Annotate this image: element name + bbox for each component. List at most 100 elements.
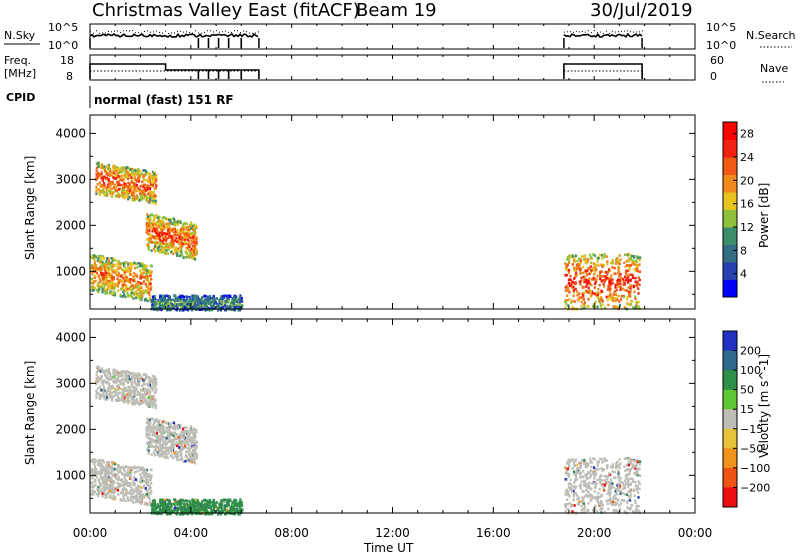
power-echo	[192, 302, 195, 305]
power-echo	[634, 295, 637, 299]
power-echo	[181, 242, 184, 245]
velocity-echo	[135, 500, 138, 504]
power-echo	[168, 230, 171, 233]
nsearch-dot	[231, 31, 232, 33]
power-echo	[113, 164, 116, 168]
velocity-echo	[151, 385, 154, 388]
velocity-echo	[192, 506, 195, 509]
velocity-echo	[156, 453, 159, 456]
power-echo	[183, 234, 187, 238]
power-echo	[161, 249, 164, 252]
power-echo	[154, 202, 157, 206]
power-echo	[180, 303, 183, 306]
velocity-echo	[186, 509, 189, 513]
power-echo	[148, 269, 151, 272]
velocity-echo	[154, 427, 157, 430]
power-echo	[149, 199, 152, 202]
velocity-echo	[98, 470, 102, 473]
power-echo	[612, 299, 615, 302]
power-echo	[164, 235, 167, 238]
power-echo	[146, 299, 149, 303]
power-echo	[115, 165, 118, 169]
power-echo	[123, 271, 126, 274]
velocity-echo	[143, 494, 146, 497]
velocity-echo	[100, 476, 104, 479]
velocity-echo	[123, 469, 126, 473]
velocity-echo	[165, 508, 168, 511]
power-echo	[108, 262, 111, 266]
velocity-echo	[144, 501, 147, 505]
power-echo	[626, 273, 629, 277]
power-echo	[236, 303, 239, 307]
velocity-echo	[109, 476, 112, 480]
power-echo	[569, 301, 572, 304]
power-echo	[156, 247, 159, 251]
velocity-echo	[135, 398, 138, 401]
power-echo	[103, 167, 106, 171]
velocity-echo	[149, 403, 152, 406]
power-echo	[161, 242, 164, 246]
velocity-echo	[106, 368, 109, 372]
velocity-echo	[161, 502, 164, 506]
power-echo	[117, 167, 120, 171]
velocity-echo	[109, 495, 112, 499]
velocity-echo	[121, 487, 124, 491]
power-echo	[198, 308, 201, 311]
power-echo	[186, 226, 189, 229]
nsearch-dot	[141, 32, 142, 34]
power-echo	[572, 258, 576, 262]
nsky-line	[89, 32, 259, 39]
velocity-echo	[161, 426, 164, 429]
power-echo	[590, 293, 593, 297]
power-echo	[133, 271, 136, 275]
power-echo	[154, 229, 157, 232]
power-echo	[97, 257, 100, 260]
nsearch-dot	[123, 30, 124, 32]
velocity-echo	[170, 504, 173, 508]
velocity-echo	[112, 371, 115, 375]
velocity-echo	[95, 391, 99, 395]
power-echo	[564, 263, 567, 266]
power-echo	[227, 296, 230, 300]
velocity-echo	[167, 506, 170, 510]
power-echo	[183, 222, 186, 225]
power-echo	[178, 233, 181, 237]
velocity-echo	[111, 391, 114, 395]
power-echo	[220, 296, 223, 300]
power-echo	[239, 294, 242, 297]
velocity-echo	[110, 461, 113, 464]
velocity-echo	[97, 461, 100, 464]
velocity-echo	[98, 472, 101, 476]
velocity-echo	[116, 466, 119, 470]
power-echo	[149, 282, 152, 286]
power-echo	[166, 252, 169, 255]
power-echo	[159, 241, 162, 245]
power-echo	[116, 265, 119, 268]
velocity-echo	[241, 508, 244, 512]
power-echo	[210, 305, 213, 309]
velocity-echo	[131, 402, 134, 406]
power-echo	[211, 308, 214, 312]
velocity-echo	[107, 491, 110, 495]
power-echo	[627, 303, 630, 306]
velocity-echo	[151, 381, 154, 384]
power-echo	[139, 297, 142, 301]
power-echo	[194, 257, 197, 261]
power-echo	[102, 286, 106, 290]
velocity-echo	[97, 367, 100, 370]
velocity-echo	[170, 444, 173, 448]
nsearch-tick-top: 10^5	[706, 21, 736, 34]
power-echo	[605, 295, 608, 299]
power-echo	[176, 303, 179, 307]
velocity-echo	[162, 428, 165, 432]
power-echo	[130, 272, 133, 276]
velocity-echo	[205, 507, 208, 511]
velocity-echo	[228, 509, 231, 513]
power-echo	[197, 306, 200, 310]
power-echo	[179, 246, 182, 249]
power-echo	[622, 283, 625, 286]
power-echo	[98, 258, 101, 262]
power-echo	[159, 233, 162, 237]
power-echo	[587, 298, 590, 301]
power-echo	[179, 254, 182, 257]
